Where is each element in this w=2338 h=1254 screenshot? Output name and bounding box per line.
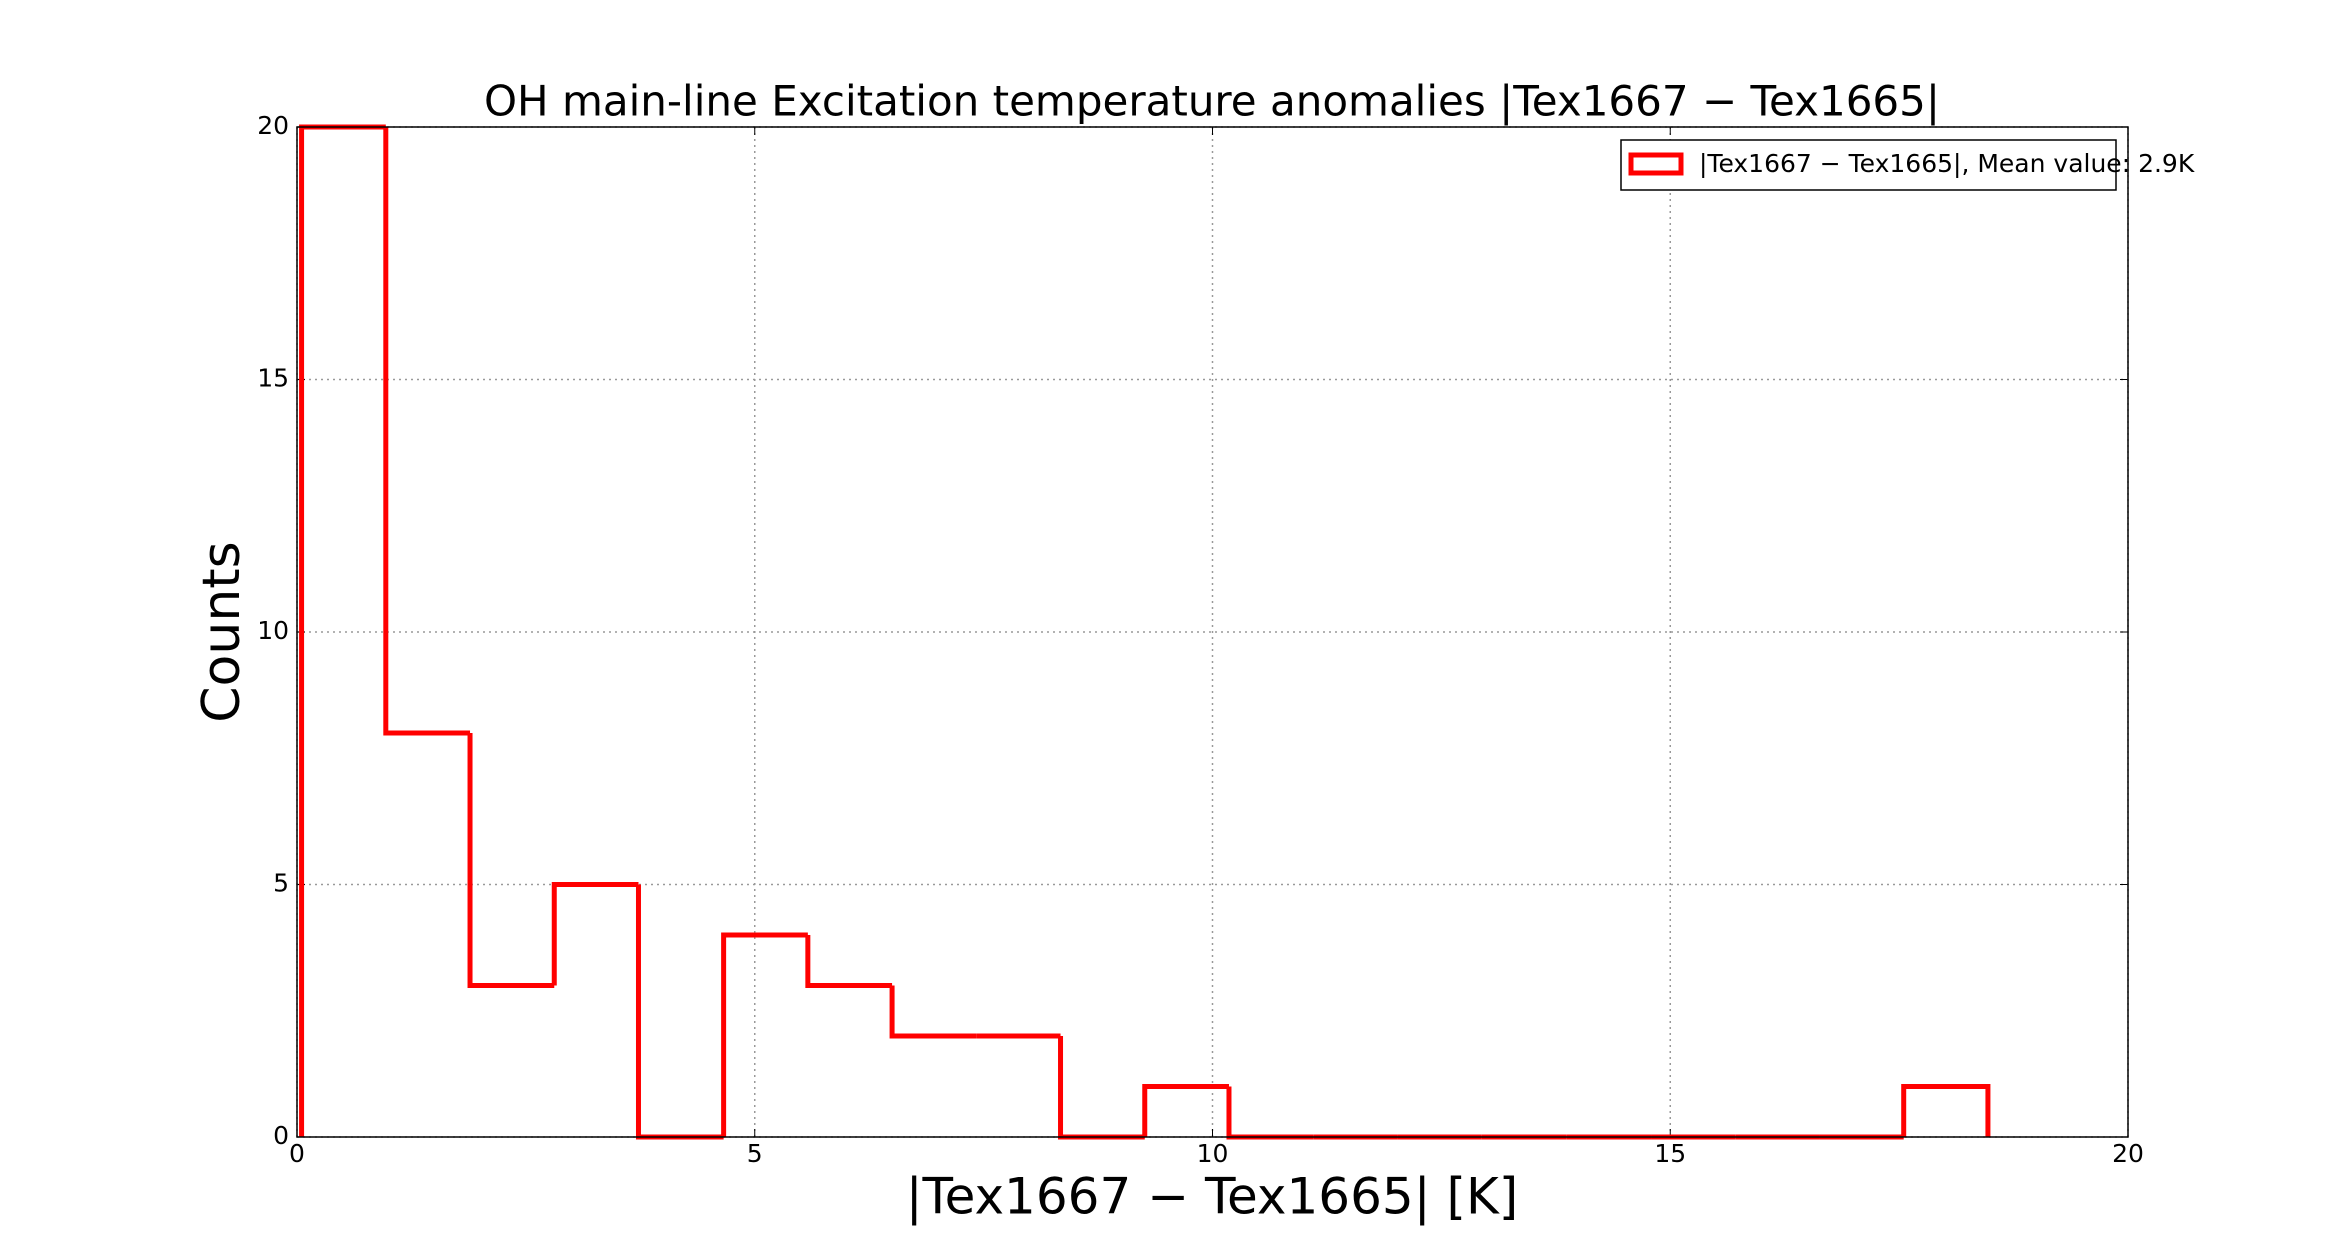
legend-box: [1620, 139, 2117, 191]
chart-title: OH main-line Excitation temperature anom…: [484, 77, 1940, 126]
y-tick-label: 20: [257, 111, 289, 140]
histogram-bar: [1901, 1084, 1991, 1137]
x-tick-label: 0: [289, 1139, 305, 1168]
histogram-bar: [805, 935, 893, 988]
y-tick-label: 5: [273, 869, 289, 898]
y-axis-label: Counts: [192, 541, 252, 723]
y-tick-label: 15: [257, 364, 289, 393]
plot-frame: [296, 126, 2129, 1138]
y-tick-label: 0: [273, 1121, 289, 1150]
histogram-bar: [467, 733, 555, 988]
legend-swatch: [1628, 152, 1684, 176]
histogram-bar: [383, 127, 471, 736]
x-axis-label: |Tex1667 − Tex1665| [K]: [906, 1168, 1519, 1226]
x-tick-label: 20: [2112, 1139, 2144, 1168]
legend-label: |Tex1667 − Tex1665|, Mean value: 2.9K: [1699, 149, 2195, 178]
x-tick-label: 10: [1197, 1139, 1229, 1168]
y-tick-label: 10: [257, 616, 289, 645]
histogram-bar: [721, 932, 808, 1137]
histogram-bar: [889, 985, 977, 1039]
x-tick-label: 15: [1654, 1139, 1686, 1168]
histogram-bar: [551, 882, 639, 986]
histogram-bar: [1142, 1084, 1229, 1137]
x-tick-label: 5: [747, 1139, 763, 1168]
